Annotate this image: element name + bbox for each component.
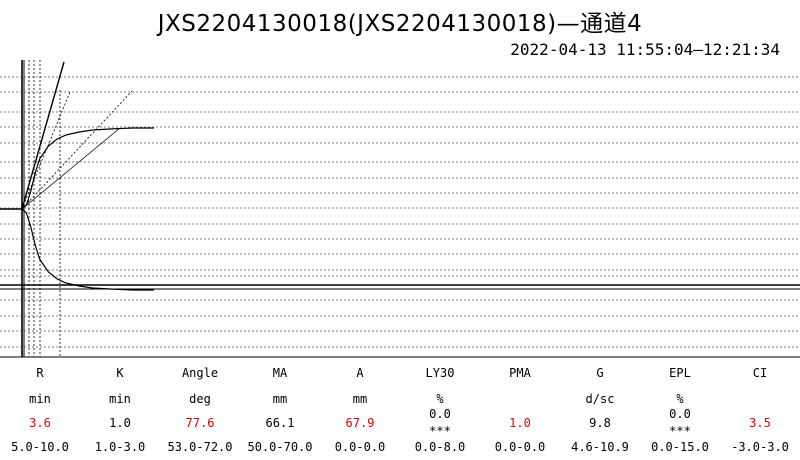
param-value: 1.0 (509, 416, 531, 430)
chart-title: JXS2204130018(JXS2204130018)—通道4 (157, 11, 643, 37)
param-range: 0.0-8.0 (414, 440, 466, 454)
param-range: -3.0-3.0 (731, 440, 789, 454)
param-value: 66.1 (265, 416, 295, 430)
param-name: CI (752, 366, 768, 380)
param-name: Angle (181, 366, 219, 380)
param-name: PMA (509, 366, 531, 380)
angle-line (21, 61, 65, 210)
time-range: 2022-04-13 11:55:04—12:21:34 (510, 40, 780, 59)
teg-curve-upper (21, 127, 154, 210)
param-unit: d/sc (585, 392, 615, 406)
param-value: 67.9 (345, 416, 375, 430)
param-name: LY30 (425, 366, 455, 380)
param-value: 77.6 (185, 416, 215, 430)
param-unit: mm (272, 392, 288, 406)
param-value: 3.6 (29, 416, 51, 430)
param-range: 5.0-10.0 (11, 440, 69, 454)
k-slope-line (21, 127, 121, 210)
param-name: K (116, 366, 124, 380)
param-value: 9.8 (589, 416, 611, 430)
param-name: MA (272, 366, 288, 380)
param-unit: mm (352, 392, 368, 406)
param-name: G (596, 366, 604, 380)
param-unit: % (676, 392, 684, 406)
slope-dotted-line (21, 91, 71, 210)
param-range: 0.0-0.0 (494, 440, 546, 454)
param-range: 0.0-15.0 (651, 440, 709, 454)
param-unit: % (436, 392, 444, 406)
slope-dotted-line-2 (21, 90, 133, 210)
teg-curve-lower (21, 208, 154, 291)
param-name: R (36, 366, 44, 380)
param-value: 3.5 (749, 416, 771, 430)
param-range: 0.0-0.0 (334, 440, 386, 454)
param-name: EPL (669, 366, 691, 380)
param-unit: deg (189, 392, 211, 406)
param-unit: min (29, 392, 51, 406)
param-range: 50.0-70.0 (247, 440, 313, 454)
param-value: 1.0 (109, 416, 131, 430)
param-range: 4.6-10.9 (571, 440, 629, 454)
param-range: 1.0-3.0 (94, 440, 146, 454)
param-value: 0.0 (429, 407, 451, 421)
param-flag: *** (429, 424, 451, 438)
param-value: 0.0 (669, 407, 691, 421)
param-name: A (356, 366, 364, 380)
param-unit: min (109, 392, 131, 406)
param-flag: *** (669, 424, 691, 438)
param-range: 53.0-72.0 (167, 440, 233, 454)
